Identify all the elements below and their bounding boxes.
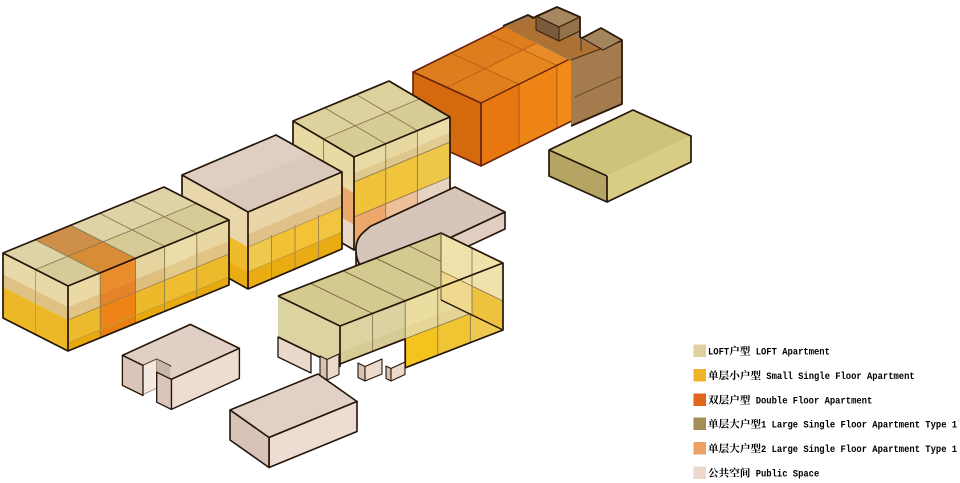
svg-text:1 Large Single Floor Apartment: 1 Large Single Floor Apartment Type 1 <box>761 420 957 432</box>
svg-text:LOFT Apartment: LOFT Apartment <box>750 347 830 359</box>
svg-text:LOFT: LOFT <box>708 347 729 359</box>
svg-text:Small Single Floor Apartment: Small Single Floor Apartment <box>761 371 915 383</box>
svg-text:2 Large Single Floor Apartment: 2 Large Single Floor Apartment Type 1 <box>761 444 957 456</box>
svg-text:Public Space: Public Space <box>750 469 819 481</box>
svg-text:Double Floor Apartment: Double Floor Apartment <box>750 396 872 408</box>
